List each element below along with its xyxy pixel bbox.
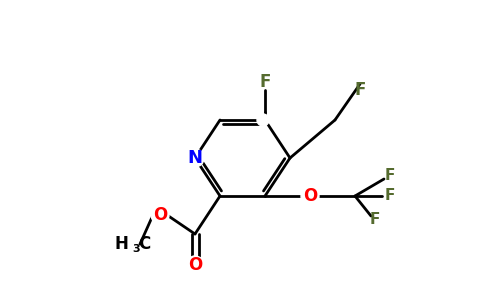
- Text: F: F: [259, 73, 271, 91]
- Text: F: F: [385, 188, 395, 203]
- Text: F: F: [385, 167, 395, 182]
- Circle shape: [257, 114, 269, 126]
- Text: O: O: [303, 187, 317, 205]
- Text: O: O: [153, 206, 167, 224]
- Text: H: H: [114, 235, 128, 253]
- Circle shape: [301, 187, 319, 205]
- Text: C: C: [138, 235, 150, 253]
- Circle shape: [186, 149, 204, 167]
- Circle shape: [151, 206, 169, 224]
- Circle shape: [186, 256, 204, 274]
- Text: F: F: [370, 212, 380, 227]
- Text: N: N: [187, 149, 202, 167]
- Text: F: F: [354, 81, 366, 99]
- Text: O: O: [188, 256, 202, 274]
- Text: 3: 3: [132, 244, 139, 254]
